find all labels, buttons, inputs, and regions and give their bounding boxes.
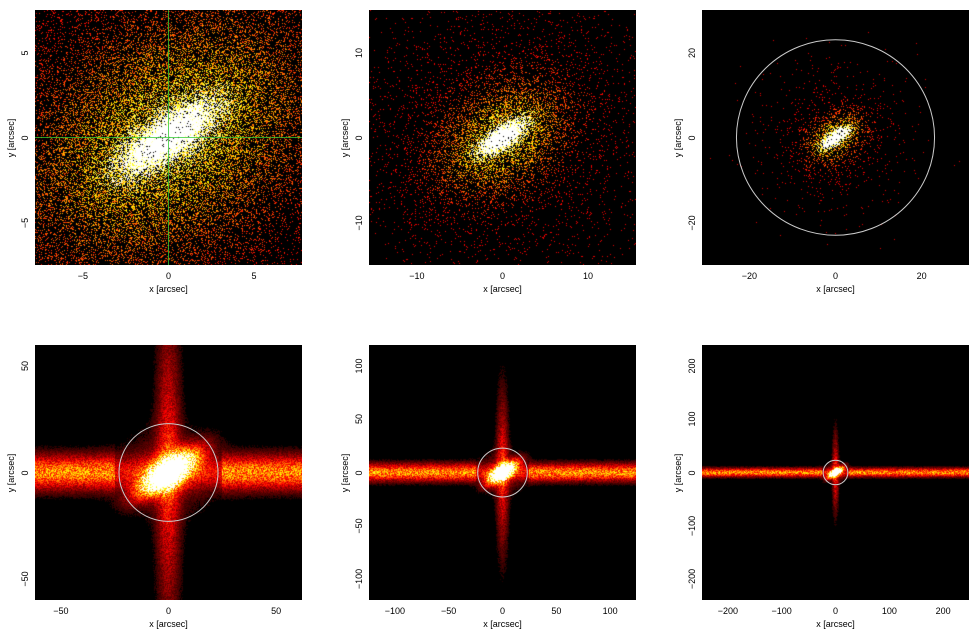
x-tick-label: 50 — [271, 606, 282, 616]
overlay — [35, 10, 302, 265]
y-tick-label: −50 — [354, 517, 364, 534]
y-tick-label: 20 — [687, 47, 697, 58]
image-panel-5 — [369, 345, 636, 600]
y-tick-label: −5 — [20, 217, 30, 228]
heatmap-image — [369, 10, 636, 265]
x-tick-label: 200 — [935, 606, 951, 616]
image-panel-4 — [35, 345, 302, 600]
heatmap-image — [702, 10, 969, 265]
y-tick-label: −10 — [354, 214, 364, 231]
overlay — [822, 459, 849, 486]
y-tick-label: 0 — [687, 469, 697, 476]
x-tick-label: 0 — [165, 271, 172, 281]
heatmap-image — [702, 345, 969, 600]
overlay — [735, 39, 936, 236]
x-tick-label: 10 — [583, 271, 594, 281]
x-tick-label: −10 — [409, 271, 425, 281]
x-axis-label: x [arcsec] — [816, 619, 855, 629]
y-tick-label: 200 — [687, 358, 697, 374]
y-tick-label: −200 — [687, 568, 697, 589]
extraction-region-circle — [477, 447, 528, 498]
x-axis-label: x [arcsec] — [483, 284, 522, 294]
y-tick-label: 5 — [20, 49, 30, 56]
extraction-region-circle — [118, 423, 219, 522]
image-panel-3 — [702, 10, 969, 265]
y-tick-label: 0 — [20, 469, 30, 476]
heatmap-image — [35, 345, 302, 600]
y-tick-label: 50 — [354, 414, 364, 425]
y-tick-label: 0 — [354, 469, 364, 476]
y-axis-label: y [arcsec] — [340, 453, 350, 492]
y-axis-label: y [arcsec] — [6, 118, 16, 157]
extraction-region-circle — [735, 39, 936, 236]
y-axis-label: y [arcsec] — [340, 118, 350, 157]
x-axis-label: x [arcsec] — [149, 619, 188, 629]
x-tick-label: −20 — [741, 271, 757, 281]
x-tick-label: −5 — [77, 271, 89, 281]
y-tick-label: 100 — [687, 411, 697, 427]
y-tick-label: −100 — [354, 568, 364, 589]
image-panel-1 — [35, 10, 302, 265]
x-tick-label: 0 — [499, 606, 506, 616]
image-panel-2 — [369, 10, 636, 265]
y-tick-label: −50 — [20, 571, 30, 587]
x-tick-label: 100 — [602, 606, 618, 616]
x-tick-label: −100 — [384, 606, 405, 616]
extraction-region-circle — [822, 459, 849, 486]
y-tick-label: 0 — [687, 134, 697, 141]
x-tick-label: 0 — [499, 271, 506, 281]
y-axis-label: y [arcsec] — [6, 453, 16, 492]
x-tick-label: 5 — [251, 271, 257, 281]
x-tick-label: 0 — [832, 606, 839, 616]
y-tick-label: 10 — [354, 47, 364, 58]
y-axis-label: y [arcsec] — [673, 118, 683, 157]
x-tick-label: 0 — [832, 271, 839, 281]
x-tick-label: 20 — [916, 271, 927, 281]
y-axis-label: y [arcsec] — [673, 453, 683, 492]
y-tick-label: −100 — [687, 515, 697, 536]
overlay — [369, 10, 636, 265]
overlay — [477, 447, 528, 498]
y-tick-label: 0 — [20, 134, 30, 141]
y-tick-label: 0 — [354, 134, 364, 141]
x-tick-label: 0 — [165, 606, 172, 616]
overlay — [118, 423, 219, 522]
y-tick-label: −20 — [687, 214, 697, 231]
x-tick-label: −200 — [717, 606, 738, 616]
y-tick-label: 50 — [20, 361, 30, 372]
x-tick-label: 100 — [881, 606, 897, 616]
x-axis-label: x [arcsec] — [149, 284, 188, 294]
x-tick-label: 50 — [551, 606, 562, 616]
x-tick-label: −100 — [771, 606, 792, 616]
heatmap-image — [369, 345, 636, 600]
x-tick-label: −50 — [441, 606, 457, 616]
y-tick-label: 100 — [354, 358, 364, 374]
x-axis-label: x [arcsec] — [816, 284, 855, 294]
image-panel-6 — [702, 345, 969, 600]
x-tick-label: −50 — [53, 606, 69, 616]
x-axis-label: x [arcsec] — [483, 619, 522, 629]
